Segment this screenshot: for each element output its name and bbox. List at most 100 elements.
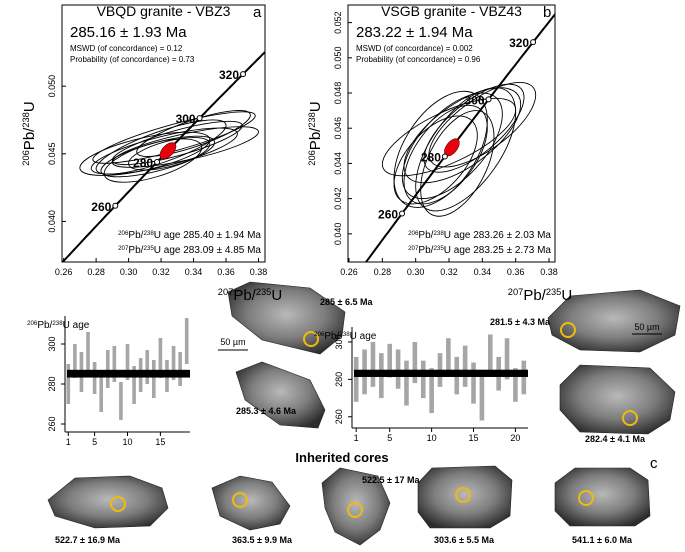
text-part: U age 283.25 ± 2.73 Ma <box>444 245 552 256</box>
x-tick-label: 0.30 <box>120 267 138 277</box>
y-tick-label: 0.042 <box>333 187 343 210</box>
age-marker <box>485 96 492 103</box>
x-tick-label: 0.32 <box>152 267 170 277</box>
text-part: U age 283.26 ± 2.03 Ma <box>444 230 552 241</box>
age-result: 285.16 ± 1.93 Ma <box>70 24 187 41</box>
text-part: 207 <box>408 245 419 252</box>
zircon <box>227 281 346 355</box>
x-tick-label: 0.26 <box>340 267 358 277</box>
spot <box>560 322 576 338</box>
age-bar <box>99 376 103 412</box>
spot <box>578 490 594 506</box>
age-annotation: 206Pb/238U age 285.40 ± 1.94 Ma <box>118 230 261 242</box>
zircon-label: 281.5 ± 4.3 Ma <box>490 317 551 327</box>
text-part: 206 <box>408 230 419 237</box>
age-bar <box>158 338 163 378</box>
text-part: U <box>561 287 572 304</box>
text-part: Pb/ <box>307 127 324 150</box>
age-bar <box>184 318 189 364</box>
y-tick-label: 0.044 <box>333 152 343 175</box>
y-tick-label: 300 <box>334 334 344 349</box>
scale-label: 50 µm <box>634 322 659 332</box>
error-ellipse <box>95 119 227 175</box>
age-bar <box>487 334 493 372</box>
y-tick-label: 260 <box>334 409 344 424</box>
age-bar <box>66 364 71 404</box>
y-tick-label: 0.052 <box>333 11 343 34</box>
mswd: MSWD (of concordance) = 0.12 <box>70 44 183 53</box>
text-part: 235 <box>256 287 272 297</box>
y-tick-label: 0.045 <box>47 143 57 166</box>
error-ellipse <box>428 82 537 168</box>
age-bar <box>105 350 110 388</box>
spot-markers <box>110 322 638 518</box>
age-marker <box>240 71 247 78</box>
x-tick-label: 15 <box>155 437 165 447</box>
y-axis-label: 206Pb/238U age <box>27 320 90 332</box>
age-bar <box>73 344 77 378</box>
mean-band <box>354 369 528 377</box>
age-bar <box>462 345 468 387</box>
text-part: 206 <box>118 230 129 237</box>
x-tick-label: 0.28 <box>374 267 392 277</box>
plot-frame <box>61 4 266 263</box>
age-bar <box>152 360 156 398</box>
x-tick-label: 1 <box>354 433 359 443</box>
x-tick-label: 5 <box>92 437 97 447</box>
y-tick-label: 0.040 <box>333 223 343 246</box>
text-part: U age 283.09 ± 4.85 Ma <box>154 245 262 256</box>
age-label: 260 <box>91 200 111 214</box>
age-bar <box>521 360 527 395</box>
error-ellipse <box>423 83 525 173</box>
y-tick-label: 0.050 <box>47 75 57 98</box>
error-ellipse <box>92 111 256 164</box>
x-tick-label: 0.26 <box>55 267 73 277</box>
text-part: Pb/ <box>418 230 433 241</box>
age-label: 280 <box>421 151 441 165</box>
zircon-label: 522.7 ± 16.9 Ma <box>55 535 121 545</box>
text-part: Pb/ <box>128 245 143 256</box>
age-bar <box>387 343 393 378</box>
spot <box>347 502 363 518</box>
mean-band <box>67 369 190 378</box>
zircon <box>417 465 513 529</box>
text-part: Pb/ <box>128 230 143 241</box>
y-axis-label: 206Pb/238U age <box>314 331 377 343</box>
text-part: Pb/ <box>233 287 256 304</box>
age-label: 280 <box>133 156 153 170</box>
panel-letter: b <box>543 4 551 21</box>
age-bar <box>370 341 376 387</box>
zircon-images <box>47 281 681 546</box>
y-axis-label: 206Pb/238U <box>307 101 324 165</box>
zircon <box>547 289 681 353</box>
y-tick-label: 0.050 <box>333 47 343 70</box>
age-bar <box>125 344 130 380</box>
zircon-label: 282.4 ± 4.1 Ma <box>585 434 646 444</box>
x-tick-label: 0.30 <box>407 267 425 277</box>
spot <box>110 496 126 512</box>
error-ellipse <box>136 110 251 157</box>
zircon <box>559 364 676 435</box>
zircon <box>47 475 169 529</box>
error-ellipse <box>420 110 495 217</box>
text-part: U age <box>63 320 90 331</box>
zircon-label: 303.6 ± 5.5 Ma <box>434 535 495 545</box>
y-tick-label: 0.040 <box>47 210 57 233</box>
age-bar <box>479 373 485 421</box>
age-bar <box>513 368 518 402</box>
text-part: Pb/ <box>21 127 38 150</box>
age-bar <box>446 338 451 376</box>
text-part: 238 <box>143 230 154 237</box>
y-tick-label: 300 <box>47 336 57 351</box>
y-tick-label: 260 <box>47 416 57 431</box>
age-bar <box>412 341 418 384</box>
age-label: 260 <box>378 207 398 221</box>
x-axis-label: 207Pb/235U <box>218 287 282 304</box>
age-bar <box>429 368 434 414</box>
y-tick-label: 280 <box>47 376 57 391</box>
text-part: 206 <box>21 150 31 166</box>
text-part: U <box>271 287 282 304</box>
x-tick-label: 15 <box>469 433 479 443</box>
text-part: Pb/ <box>418 245 433 256</box>
age-marker <box>154 159 161 166</box>
